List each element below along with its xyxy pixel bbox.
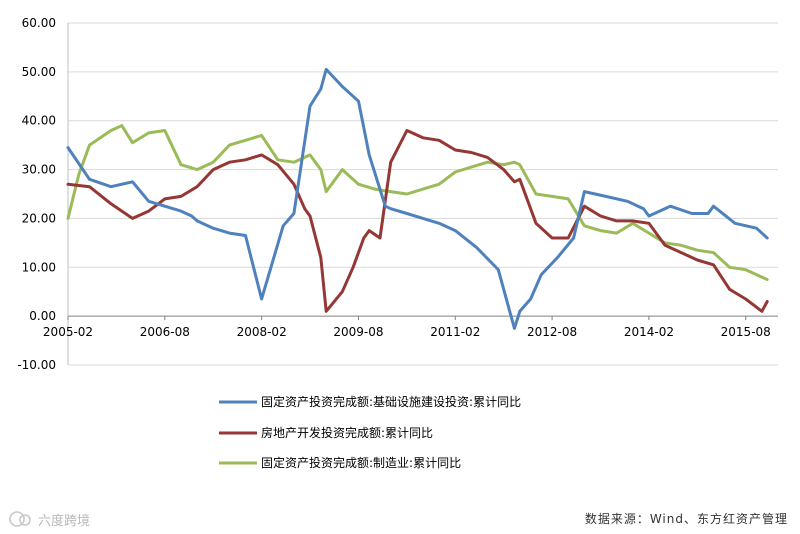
- x-axis-tick-labels: 2005-02 2006-08 2008-02 2009-08 2011-02 2012-…: [43, 316, 771, 339]
- x-tick-label: 2014-02: [624, 325, 674, 339]
- watermark: 六度跨境: [8, 509, 90, 529]
- y-tick-label: 40.00: [22, 114, 56, 128]
- legend-label: 固定资产投资完成额:基础设施建设投资:累计同比: [261, 394, 521, 409]
- y-tick-label: 20.00: [22, 211, 56, 225]
- x-tick-label: 2009-08: [333, 325, 383, 339]
- legend: 固定资产投资完成额:基础设施建设投资:累计同比房地产开发投资完成额:累计同比固定…: [219, 394, 521, 470]
- y-tick-label: 60.00: [22, 16, 56, 30]
- y-tick-label: 50.00: [22, 65, 56, 79]
- footer: 六度跨境 数据来源：Wind、东方红资产管理: [0, 500, 800, 534]
- series-line-1: [66, 129, 769, 313]
- watermark-logo-icon: [9, 511, 31, 527]
- gridlines: [67, 22, 778, 366]
- y-axis-tick-labels: 60.00 50.00 40.00 30.00 20.00 10.00 0.00 -10.00: [17, 16, 56, 372]
- legend-label: 房地产开发投资完成额:累计同比: [261, 425, 433, 440]
- source-note: 数据来源：Wind、东方红资产管理: [584, 512, 788, 526]
- x-tick-label: 2008-02: [237, 325, 287, 339]
- line-chart: 60.00 50.00 40.00 30.00 20.00 10.00 0.00 -10.00…: [17, 16, 778, 470]
- y-tick-label: 10.00: [22, 260, 56, 274]
- watermark-text: 六度跨境: [38, 513, 91, 529]
- series-lines: [66, 67, 769, 330]
- y-tick-label: -10.00: [17, 358, 56, 372]
- x-tick-label: 2012-08: [527, 325, 577, 339]
- series-line-0: [66, 67, 769, 330]
- y-tick-label: 0.00: [29, 309, 56, 323]
- y-tick-label: 30.00: [22, 163, 56, 177]
- x-tick-label: 2006-08: [140, 325, 190, 339]
- x-tick-label: 2015-08: [721, 325, 771, 339]
- x-tick-label: 2011-02: [430, 325, 480, 339]
- legend-label: 固定资产投资完成额:制造业:累计同比: [261, 455, 461, 470]
- x-tick-label: 2005-02: [43, 325, 93, 339]
- series-line-2: [66, 124, 769, 281]
